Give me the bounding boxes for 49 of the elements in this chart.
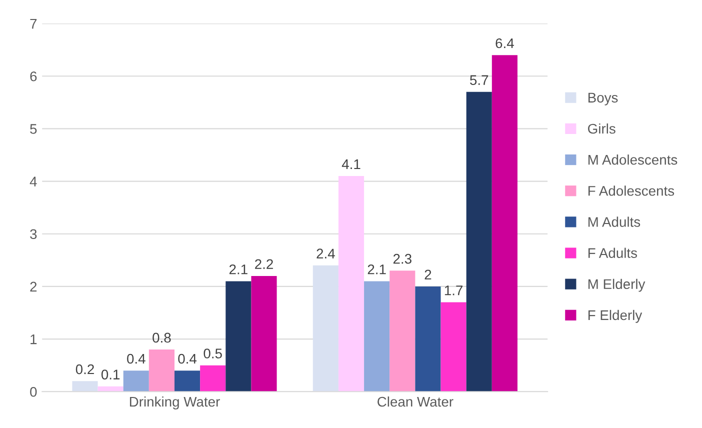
bar [123,370,149,392]
bar [72,381,98,392]
legend-label: M Elderly [588,278,646,292]
data-label: 0.5 [204,348,222,358]
bar [148,350,174,392]
legend-label: M Adults [588,216,640,227]
data-label: 2.1 [368,264,386,274]
y-tick-label: 7 [30,19,37,29]
bar [440,302,466,392]
legend-label: F Elderly [588,310,642,323]
data-label: 2 [424,270,432,280]
data-label: 0.4 [127,354,146,364]
legend-label: F Adolescents [588,186,674,196]
data-label: 4.1 [342,159,360,169]
bar [492,55,518,392]
data-label: 2.3 [393,254,412,264]
y-tick-label: 6 [30,71,37,82]
data-label: 2.1 [229,264,248,274]
y-tick-label: 5 [30,124,37,134]
data-label: 6.4 [496,38,514,48]
data-label: 0.1 [101,370,120,380]
data-label: 2.4 [316,248,335,258]
y-tick-label: 4 [30,176,37,186]
y-tick-label: 1 [30,334,37,344]
data-label: 5.7 [470,75,488,85]
y-tick-label: 0 [30,386,37,397]
bar [200,365,226,392]
legend-label: Girls [588,123,616,134]
bar [415,286,441,392]
bar [338,176,364,392]
legend-label: F Adults [588,248,638,258]
data-label: 2.2 [255,259,273,269]
bar [251,276,277,392]
data-label: 0.4 [178,354,197,364]
data-label: 0.8 [152,332,171,343]
legend-label: M Adolescents [588,154,678,165]
bar [364,281,390,392]
bar [312,265,338,392]
bar [466,92,492,392]
legend-label: Boys [588,92,618,106]
bar [174,370,200,392]
bar [390,270,416,392]
data-label: 1.7 [444,286,462,296]
x-tick-label: Clean Water [378,396,454,407]
y-tick-label: 3 [30,229,37,240]
x-tick-label: Drinking Water [130,396,220,410]
data-label: 0.2 [76,364,94,374]
bar [226,281,252,392]
y-tick-label: 2 [30,282,37,292]
